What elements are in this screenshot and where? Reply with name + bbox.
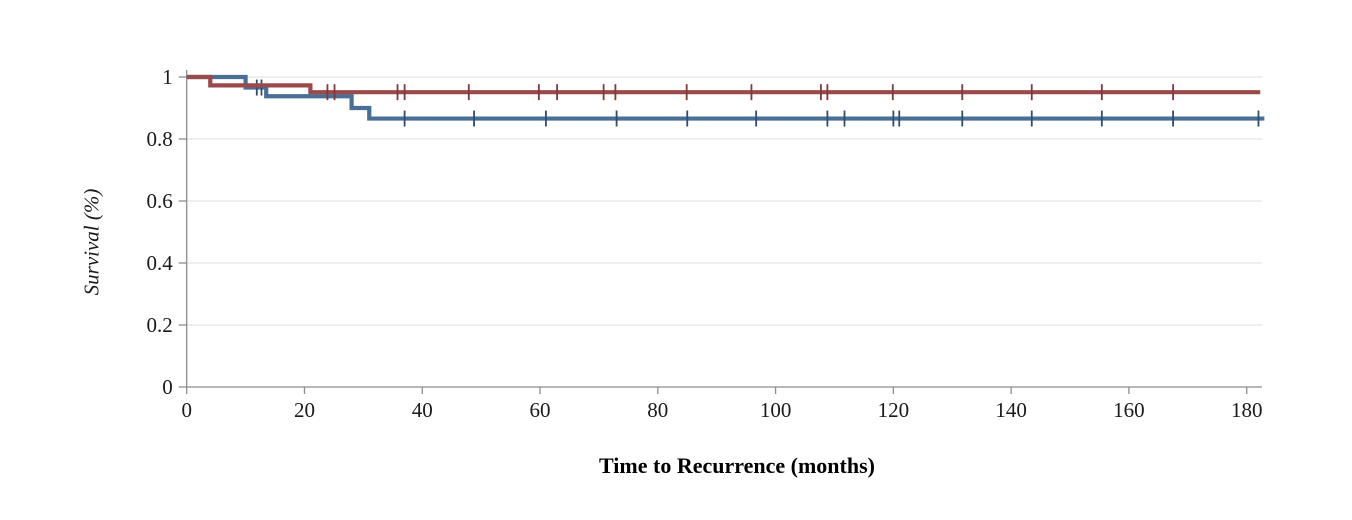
x-tick-label: 160: [1113, 398, 1145, 422]
x-tick-label: 140: [995, 398, 1027, 422]
y-tick-label: 0: [162, 375, 173, 399]
x-tick-label: 180: [1231, 398, 1263, 422]
survival-curve-red-group: [186, 74, 1261, 95]
x-tick-label: 20: [294, 398, 315, 422]
survival-curve-blue-group: [186, 74, 1265, 121]
y-tick-label: 1: [162, 65, 173, 89]
x-tick-label: 120: [878, 398, 910, 422]
x-tick-label: 80: [647, 398, 668, 422]
y-tick-label: 0.2: [146, 313, 172, 337]
x-axis-title: Time to Recurrence (months): [599, 453, 875, 478]
y-tick-label: 0.4: [146, 251, 173, 275]
y-tick-label: 0.6: [146, 189, 172, 213]
y-tick-label: 0.8: [146, 127, 172, 151]
x-tick-label: 0: [181, 398, 192, 422]
x-tick-label: 100: [760, 398, 792, 422]
x-tick-label: 60: [530, 398, 551, 422]
y-axis-title: Survival (%): [79, 188, 104, 296]
x-tick-label: 40: [412, 398, 433, 422]
